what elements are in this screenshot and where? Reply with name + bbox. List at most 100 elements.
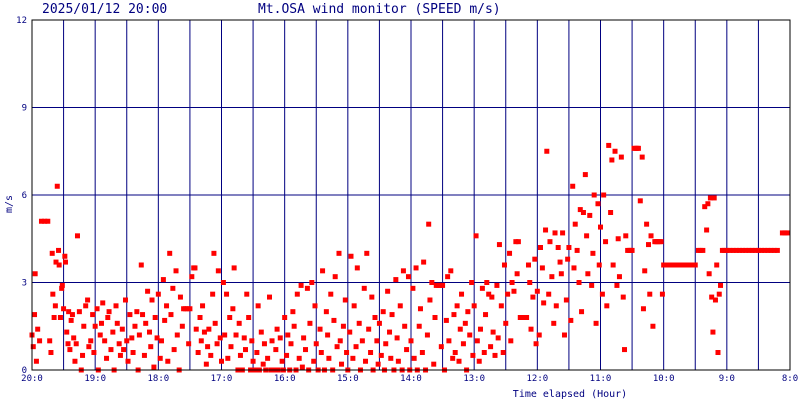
data-point <box>637 198 643 204</box>
data-point <box>42 218 48 224</box>
data-point <box>616 274 622 280</box>
data-point <box>483 312 489 318</box>
data-point <box>537 245 543 250</box>
data-point <box>582 172 588 178</box>
data-point <box>676 262 682 268</box>
data-point <box>755 247 761 253</box>
data-point <box>618 154 624 160</box>
data-point <box>224 291 230 297</box>
data-point <box>48 350 54 355</box>
data-point <box>165 358 171 364</box>
data-point <box>570 183 576 189</box>
data-point <box>282 315 288 320</box>
data-point <box>568 317 574 323</box>
data-point <box>644 221 650 227</box>
data-point <box>378 352 384 358</box>
data-point <box>479 285 485 291</box>
data-point <box>313 341 319 347</box>
data-point <box>32 271 38 277</box>
data-point <box>237 352 243 358</box>
data-point <box>587 212 593 218</box>
data-point <box>427 297 433 303</box>
data-point <box>334 344 340 350</box>
data-point <box>173 268 179 274</box>
data-point <box>608 210 614 215</box>
data-point <box>500 350 506 355</box>
data-point <box>544 148 550 154</box>
data-point <box>647 291 653 297</box>
x-axis-label: Time elapsed (Hour) <box>513 389 627 400</box>
data-point <box>49 250 55 256</box>
data-point <box>460 341 466 347</box>
data-point <box>30 344 36 350</box>
data-point <box>746 247 752 253</box>
data-point <box>596 262 602 268</box>
data-point <box>639 154 645 160</box>
data-point <box>356 320 362 326</box>
data-point <box>646 242 652 248</box>
data-point <box>140 312 146 318</box>
data-point <box>64 329 70 335</box>
data-point <box>170 285 176 291</box>
data-points <box>29 142 790 373</box>
data-point <box>309 280 315 285</box>
data-point <box>721 247 727 253</box>
data-point <box>705 201 711 207</box>
data-point <box>469 280 475 285</box>
data-point <box>303 347 309 353</box>
data-point <box>471 303 477 309</box>
data-point <box>307 320 313 326</box>
data-point <box>541 300 547 306</box>
data-point <box>354 265 360 271</box>
data-point <box>164 303 170 309</box>
data-point <box>299 364 305 370</box>
data-point <box>397 303 403 309</box>
data-point <box>585 271 591 277</box>
data-point <box>456 358 462 364</box>
data-point <box>37 338 43 344</box>
data-point <box>782 230 788 236</box>
data-point <box>100 300 106 306</box>
data-point <box>269 338 275 344</box>
data-point <box>385 288 391 294</box>
data-point <box>267 294 273 300</box>
data-point <box>784 230 790 236</box>
data-point <box>452 350 458 355</box>
data-point <box>106 309 112 315</box>
data-point <box>158 338 164 344</box>
data-point <box>424 332 430 338</box>
data-point <box>546 291 552 297</box>
data-point <box>285 332 291 338</box>
data-point <box>445 274 451 280</box>
data-point <box>591 192 597 198</box>
data-point <box>709 294 715 300</box>
x-tick-label: 14:0 <box>400 374 422 384</box>
data-point <box>92 323 98 329</box>
data-point <box>168 312 174 318</box>
data-point <box>547 239 553 245</box>
data-point <box>328 291 334 297</box>
data-point <box>524 315 530 320</box>
data-point <box>98 320 104 326</box>
y-tick-label: 6 <box>22 191 27 201</box>
data-point <box>214 341 220 347</box>
data-point <box>421 259 427 265</box>
data-point <box>492 352 498 358</box>
data-point <box>707 195 713 201</box>
data-point <box>33 358 39 364</box>
y-tick-labels: 0 3 6 9 12 <box>16 16 27 376</box>
data-point <box>509 280 515 285</box>
data-point <box>383 341 389 347</box>
data-point <box>277 335 283 341</box>
data-point <box>53 259 59 265</box>
data-point <box>527 280 533 285</box>
data-point <box>515 239 521 245</box>
data-point <box>389 312 395 318</box>
data-point <box>114 320 120 326</box>
data-point <box>565 256 571 262</box>
data-point <box>481 350 487 355</box>
data-point <box>339 361 345 367</box>
data-point <box>560 230 566 236</box>
data-point <box>718 282 724 288</box>
